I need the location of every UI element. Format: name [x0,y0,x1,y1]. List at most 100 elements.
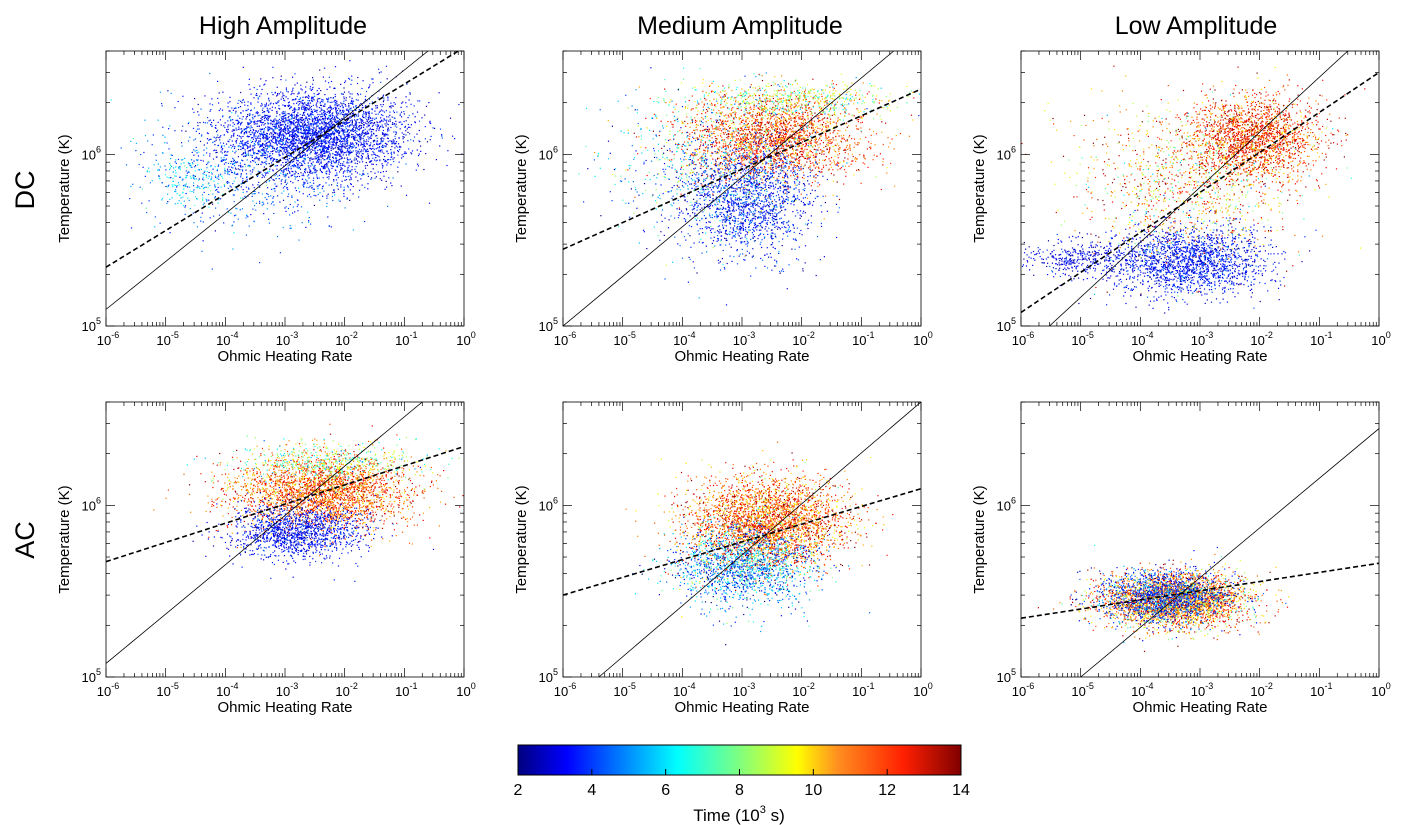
scatter-point [417,165,419,167]
scatter-point [362,161,364,163]
scatter-point [334,116,336,119]
scatter-point [289,163,291,165]
scatter-point [246,147,248,149]
scatter-point [294,135,296,137]
scatter-point [319,199,321,201]
scatter-point [383,175,385,177]
scatter-point [306,81,308,83]
scatter-point [345,179,348,181]
scatter-point [335,154,337,156]
scatter-point [248,114,251,116]
scatter-point [320,135,322,137]
scatter-point [810,122,812,124]
scatter-point [292,87,294,89]
scatter-point [350,130,352,132]
scatter-point [772,143,774,145]
scatter-point [216,189,218,191]
scatter-point [716,151,718,153]
scatter-point [210,190,212,192]
scatter-point [393,111,395,114]
scatter-point [206,152,208,154]
scatter-point [314,132,316,134]
scatter-point [297,135,299,138]
scatter-point [250,93,252,95]
scatter-point [374,153,376,155]
scatter-point [144,135,147,137]
scatter-point [374,118,376,120]
scatter-point [221,152,223,154]
scatter-point [340,112,343,114]
scatter-point [420,150,422,152]
scatter-point [212,168,214,170]
scatter-point [333,120,335,122]
scatter-point [249,150,251,152]
scatter-point [416,133,418,135]
scatter-point [363,126,365,128]
scatter-point [241,154,243,156]
scatter-point [254,193,256,195]
scatter-point [812,152,814,154]
scatter-point [167,186,169,188]
scatter-point [222,148,224,150]
scatter-point [447,150,449,152]
scatter-point [258,159,260,161]
scatter-point [320,143,322,145]
scatter-point [324,145,326,147]
scatter-point [292,139,294,141]
scatter-point [197,164,199,166]
scatter-point [307,156,309,159]
scatter-point [217,191,219,193]
scatter-point [829,139,831,141]
scatter-point [777,165,780,167]
scatter-point [297,157,300,160]
scatter-point [331,121,333,123]
scatter-point [286,138,288,140]
scatter-point [264,161,266,163]
scatter-point [298,121,300,123]
scatter-point [228,146,230,148]
scatter-point [243,147,245,150]
scatter-point [290,135,292,137]
scatter-point [393,117,395,119]
scatter-point [240,123,242,125]
scatter-point [836,101,838,103]
scatter-point [323,149,325,151]
scatter-point [270,157,272,159]
scatter-point [333,161,335,163]
scatter-point [286,156,288,158]
scatter-point [781,113,783,116]
scatter-point [360,120,362,122]
scatter-point [141,202,143,204]
scatter-point [167,201,169,203]
scatter-point [303,186,305,188]
scatter-point [233,215,236,217]
scatter-point [351,129,353,131]
scatter-point [365,105,367,107]
scatter-point [726,137,728,139]
scatter-point [351,161,353,163]
scatter-point [333,134,335,136]
scatter-point [398,137,400,139]
scatter-point [345,114,347,116]
scatter-point [388,116,390,118]
scatter-point [242,166,244,168]
scatter-point [265,104,267,106]
scatter-point [291,116,294,118]
scatter-point [326,149,328,152]
scatter-point [250,149,252,151]
scatter-point [295,118,297,120]
scatter-point [232,145,234,148]
scatter-point [274,91,276,93]
scatter-point [267,170,269,172]
scatter-point [252,147,254,150]
scatter-point [130,227,133,229]
scatter-point [340,148,342,150]
scatter-point [341,147,343,149]
scatter-point [232,194,234,196]
scatter-point [370,135,372,137]
scatter-point [362,116,364,118]
scatter-point [189,175,192,177]
scatter-point [280,127,282,129]
scatter-point [132,138,134,140]
